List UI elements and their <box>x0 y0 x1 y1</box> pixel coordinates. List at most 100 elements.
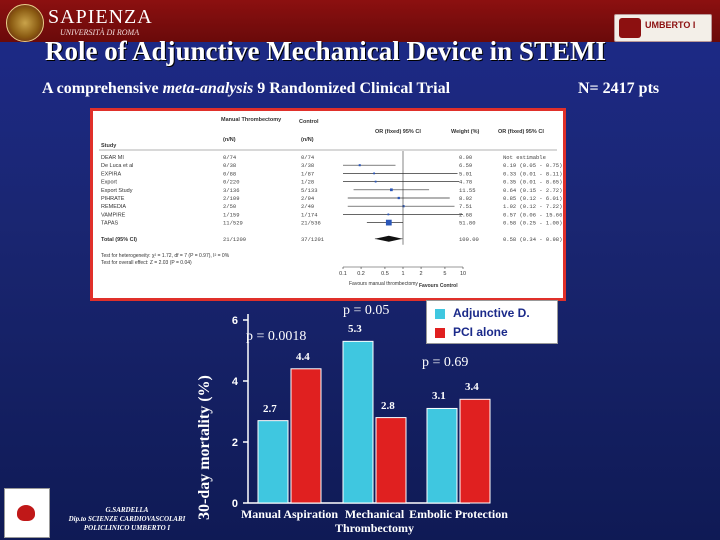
forest-point <box>373 172 376 175</box>
bar-value-label: 2.7 <box>263 402 277 415</box>
pvalue-embolic-protection: p = 0.69 <box>422 355 469 370</box>
forest-plot-graphic: Manual Thrombectomy Control Study (n/N) (n/N… <box>99 117 563 289</box>
hospital-name: UMBERTO I <box>645 20 696 30</box>
legend-swatch-adjunctive <box>435 309 445 319</box>
bar-value-label: 2.8 <box>381 399 395 412</box>
forest-ci-text: 0.58 (0.34 - 0.98) <box>503 236 562 243</box>
department-logo <box>4 488 50 538</box>
forest-manual-count: 0/220 <box>223 179 240 186</box>
forest-ci-text: 1.02 (0.12 - 7.22) <box>503 203 562 210</box>
y-tick-label: 6 <box>232 315 238 327</box>
forest-weight: 51.80 <box>459 220 476 227</box>
forest-point <box>358 164 361 167</box>
hospital-logo: UMBERTO I <box>614 14 712 42</box>
subtitle-pre: A comprehensive <box>42 80 163 97</box>
forest-point <box>397 196 400 200</box>
forest-ci-text: 0.35 (0.01 - 8.65) <box>503 179 562 186</box>
forest-heterogeneity: Test for heterogeneity: χ² = 1.72, df = … <box>101 253 230 259</box>
forest-study-name: PIHRATE <box>101 196 125 202</box>
forest-header-manual: Manual Thrombectomy <box>221 117 282 123</box>
bar <box>342 340 374 504</box>
hospital-emblem-icon <box>619 18 641 38</box>
category-label: Mechanical Thrombectomy <box>334 507 415 535</box>
patient-count: N= 2417 pts <box>578 80 660 97</box>
forest-ci-text: 0.19 (0.05 - 0.75) <box>503 162 562 169</box>
bar <box>375 417 407 504</box>
forest-study-name: DEAR MI <box>101 155 124 161</box>
forest-ci-text: 0.64 (0.15 - 2.72) <box>503 187 562 194</box>
forest-header-n2: (n/N) <box>301 137 314 143</box>
forest-weight: 2.68 <box>459 211 472 218</box>
university-subtitle: UNIVERSITÀ DI ROMA <box>60 28 140 37</box>
category-label: Manual Aspiration <box>240 507 339 521</box>
forest-manual-count: 1/159 <box>223 211 240 218</box>
forest-x-tick-label: 0.2 <box>357 271 365 277</box>
forest-manual-count: 0/74 <box>223 154 237 161</box>
forest-manual-count: 21/1209 <box>223 236 246 243</box>
forest-ci-text: Not estimable <box>503 154 546 161</box>
forest-x-tick-label: 0.5 <box>381 271 389 277</box>
legend-label-adjunctive: Adjunctive D. <box>453 306 530 320</box>
forest-point <box>387 213 390 216</box>
pvalue-manual-aspiration: p = 0.0018 <box>246 329 307 344</box>
bar-value-label: 4.4 <box>296 350 310 363</box>
forest-point <box>390 188 393 192</box>
subtitle-emphasis: meta-analysis <box>162 80 254 97</box>
y-tick-label: 2 <box>232 437 238 449</box>
bar <box>257 420 289 504</box>
forest-point <box>402 205 405 208</box>
forest-weight: 100.00 <box>459 236 479 243</box>
forest-study-name: VAMPIRE <box>101 212 126 218</box>
forest-overall-effect: Test for overall effect: Z = 2.03 (P = 0… <box>101 260 192 266</box>
y-tick-label: 4 <box>232 376 239 388</box>
forest-weight: 4.78 <box>459 179 472 186</box>
forest-manual-count: 11/529 <box>223 220 243 227</box>
forest-point <box>385 219 392 226</box>
university-seal-icon <box>6 4 44 42</box>
forest-study-name: De Luca et al <box>101 163 133 169</box>
bar-value-label: 3.1 <box>432 390 446 403</box>
slide-title: Role of Adjunctive Mechanical Device in … <box>45 36 606 66</box>
forest-control-count: 37/1201 <box>301 236 325 243</box>
forest-plot: Manual Thrombectomy Control Study (n/N) (n/N… <box>90 108 566 301</box>
forest-control-count: 1/87 <box>301 170 314 177</box>
forest-ci-text: 0.57 (0.06 - 15.66) <box>503 211 563 218</box>
forest-weight: 7.51 <box>459 203 473 210</box>
legend-label-pci: PCI alone <box>453 325 508 339</box>
forest-header-n1: (n/N) <box>223 137 236 143</box>
category-label: Embolic Protection <box>409 507 508 521</box>
y-axis-label: 30-day mortality (%) <box>196 375 213 520</box>
forest-study-name: Export Study <box>101 188 133 194</box>
forest-point <box>374 180 377 183</box>
forest-weight: 11.55 <box>459 187 476 194</box>
forest-weight: 8.02 <box>459 195 472 202</box>
forest-control-count: 1/174 <box>301 211 318 218</box>
slide-subtitle: A comprehensive meta-analysis 9 Randomiz… <box>42 80 450 98</box>
y-tick-label: 0 <box>232 498 238 510</box>
forest-control-count: 1/28 <box>301 179 314 186</box>
forest-header-weight: Weight (%) <box>451 129 479 135</box>
bar <box>290 368 322 504</box>
bar <box>459 398 491 504</box>
forest-weight: 6.59 <box>459 162 472 169</box>
forest-favours-left: Favours manual thrombectomy <box>349 281 418 287</box>
forest-header-control: Control <box>299 119 319 125</box>
forest-study-name: Total (95% CI) <box>101 237 137 243</box>
forest-study-name: REMEDIA <box>101 204 126 210</box>
forest-control-count: 2/94 <box>301 195 315 202</box>
footer-credit: G.SARDELLA Dip.to SCIENZE CARDIOVASCOLAR… <box>52 506 202 533</box>
forest-manual-count: 3/136 <box>223 187 240 194</box>
forest-study-name: Export <box>101 180 117 186</box>
footer-hospital: POLICLINICO UMBERTO I <box>83 524 171 532</box>
forest-x-tick-label: 2 <box>420 271 423 277</box>
university-name: SAPIENZA <box>48 6 153 28</box>
forest-control-count: 3/38 <box>301 162 314 169</box>
forest-weight: 5.01 <box>459 170 473 177</box>
footer-author: G.SARDELLA <box>105 506 149 514</box>
footer-department: Dip.to SCIENZE CARDIOVASCOLARI <box>68 515 186 523</box>
forest-manual-count: 2/109 <box>223 195 240 202</box>
forest-manual-count: 0/38 <box>223 162 236 169</box>
forest-study-name: EXPIRA <box>101 171 122 177</box>
forest-control-count: 21/536 <box>301 220 321 227</box>
